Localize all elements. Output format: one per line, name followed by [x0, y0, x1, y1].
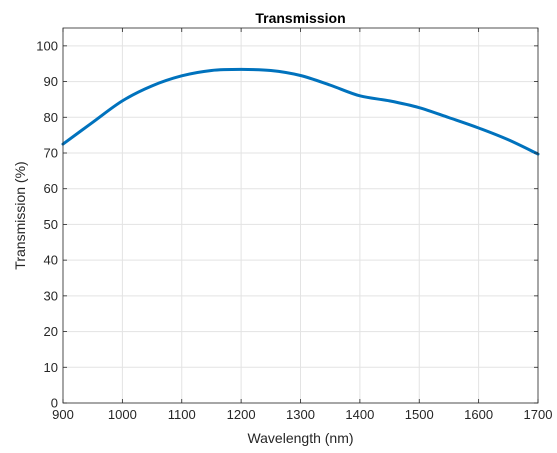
y-tick-label: 90 [44, 74, 58, 89]
chart-title: Transmission [255, 10, 345, 26]
y-tick-label: 10 [44, 360, 58, 375]
y-tick-label: 80 [44, 110, 58, 125]
x-tick-label: 1000 [108, 407, 137, 422]
x-tick-label: 1100 [168, 407, 196, 422]
y-tick-label: 20 [44, 324, 58, 339]
x-tick-label: 1300 [286, 407, 315, 422]
x-tick-label: 1600 [464, 407, 493, 422]
series-line [61, 67, 540, 156]
y-tick-label: 60 [44, 181, 58, 196]
y-tick-label: 50 [44, 217, 58, 232]
x-tick-label: 1200 [227, 407, 256, 422]
ticks: 900 1000 1100 1200 1300 1400 1500 1600 1700 0 10 20… [36, 28, 552, 422]
y-axis-label: Transmission (%) [12, 161, 28, 269]
x-tick-label: 1700 [524, 407, 553, 422]
y-tick-label: 70 [44, 146, 58, 161]
y-tick-label: 40 [44, 253, 58, 268]
y-tick-label: 0 [51, 396, 58, 411]
x-tick-label: 1500 [405, 407, 434, 422]
x-tick-label: 900 [52, 407, 74, 422]
x-axis-label: Wavelength (nm) [247, 430, 353, 446]
x-tick-label: 1400 [345, 407, 374, 422]
y-tick-label: 100 [36, 38, 58, 53]
series-layer [61, 67, 540, 156]
y-tick-label: 30 [44, 288, 58, 303]
